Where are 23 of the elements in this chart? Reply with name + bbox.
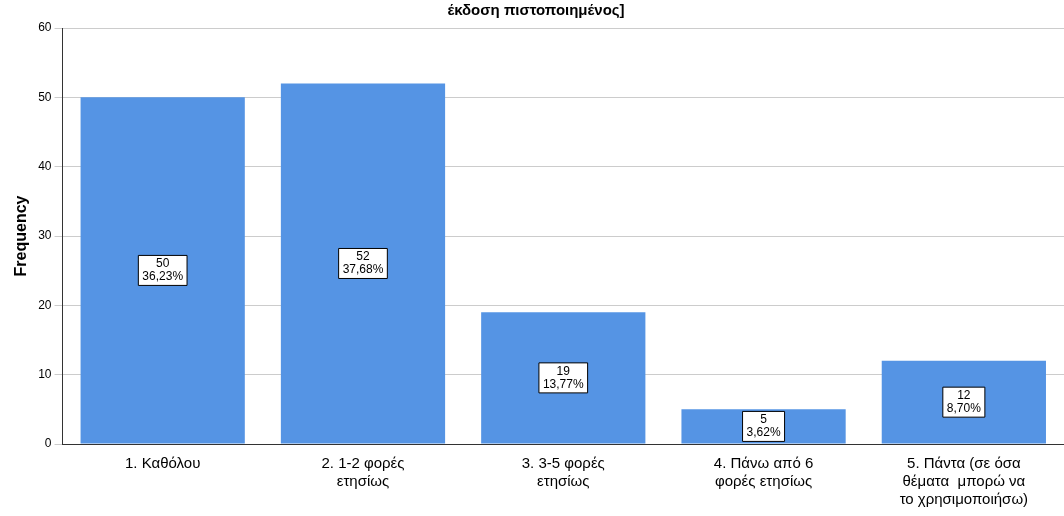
x-tick-label: 2. 1-2 φορές ετησίως xyxy=(321,454,405,490)
y-tick-label: 40 xyxy=(38,158,52,173)
data-label: 5 3,62% xyxy=(746,412,781,440)
y-tick-label: 30 xyxy=(38,228,52,243)
data-label: 19 13,77% xyxy=(542,363,584,391)
bar xyxy=(80,97,245,444)
chart-title: έκδοση πιστοποιημένος] xyxy=(447,1,625,19)
data-label: 50 36,23% xyxy=(142,256,184,284)
y-tick-label: 10 xyxy=(38,366,52,381)
bar xyxy=(481,312,646,444)
x-tick-label: 3. 3-5 φορές ετησίως xyxy=(521,454,605,490)
y-tick-label: 60 xyxy=(38,20,52,35)
data-label: 12 8,70% xyxy=(946,387,982,415)
bar xyxy=(881,360,1046,444)
y-tick-label: 0 xyxy=(44,436,52,451)
x-tick-label: 4. Πάνω από 6 φορές ετησίως xyxy=(713,454,814,490)
bar xyxy=(280,83,446,444)
y-axis-title: Frequency xyxy=(12,195,30,277)
data-label: 52 37,68% xyxy=(342,249,384,277)
x-tick-label: 5. Πάντα (σε όσα θέματα μπορώ να το χρησιμοποιήσω) xyxy=(899,454,1029,508)
y-tick-label: 20 xyxy=(38,297,52,312)
y-tick-label: 50 xyxy=(38,89,52,104)
x-tick-label: 1. Καθόλου xyxy=(125,454,201,472)
